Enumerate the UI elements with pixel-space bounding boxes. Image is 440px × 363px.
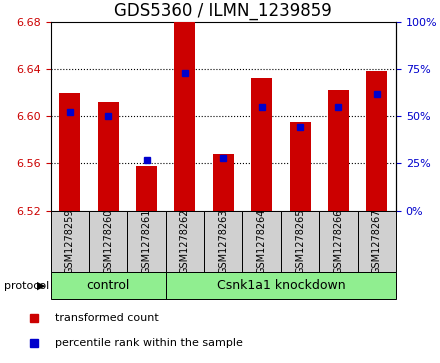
- Text: GSM1278265: GSM1278265: [295, 209, 305, 274]
- Bar: [319, 211, 358, 272]
- Bar: [213, 154, 234, 211]
- Bar: [251, 78, 272, 211]
- Bar: [136, 166, 157, 211]
- Text: GSM1278266: GSM1278266: [334, 209, 344, 274]
- Bar: [166, 211, 204, 272]
- Bar: [358, 211, 396, 272]
- Text: GSM1278264: GSM1278264: [257, 209, 267, 274]
- Bar: [174, 22, 195, 211]
- Text: GSM1278267: GSM1278267: [372, 209, 382, 274]
- Text: Csnk1a1 knockdown: Csnk1a1 knockdown: [216, 280, 345, 292]
- Text: GSM1278261: GSM1278261: [142, 209, 151, 274]
- Text: GSM1278263: GSM1278263: [218, 209, 228, 274]
- Bar: [281, 211, 319, 272]
- Text: GSM1278259: GSM1278259: [65, 209, 75, 274]
- Text: protocol: protocol: [4, 281, 50, 291]
- Bar: [366, 71, 387, 211]
- Text: GSM1278260: GSM1278260: [103, 209, 113, 274]
- Bar: [89, 211, 127, 272]
- Text: ▶: ▶: [37, 281, 46, 291]
- Bar: [51, 272, 166, 299]
- Text: percentile rank within the sample: percentile rank within the sample: [55, 338, 243, 348]
- Bar: [127, 211, 166, 272]
- Bar: [59, 93, 81, 211]
- Text: control: control: [87, 280, 130, 292]
- Bar: [98, 102, 119, 211]
- Title: GDS5360 / ILMN_1239859: GDS5360 / ILMN_1239859: [114, 3, 332, 20]
- Bar: [204, 211, 242, 272]
- Bar: [290, 122, 311, 211]
- Bar: [242, 211, 281, 272]
- Bar: [166, 272, 396, 299]
- Bar: [51, 211, 89, 272]
- Bar: [328, 90, 349, 211]
- Text: GSM1278262: GSM1278262: [180, 209, 190, 274]
- Text: transformed count: transformed count: [55, 313, 159, 323]
